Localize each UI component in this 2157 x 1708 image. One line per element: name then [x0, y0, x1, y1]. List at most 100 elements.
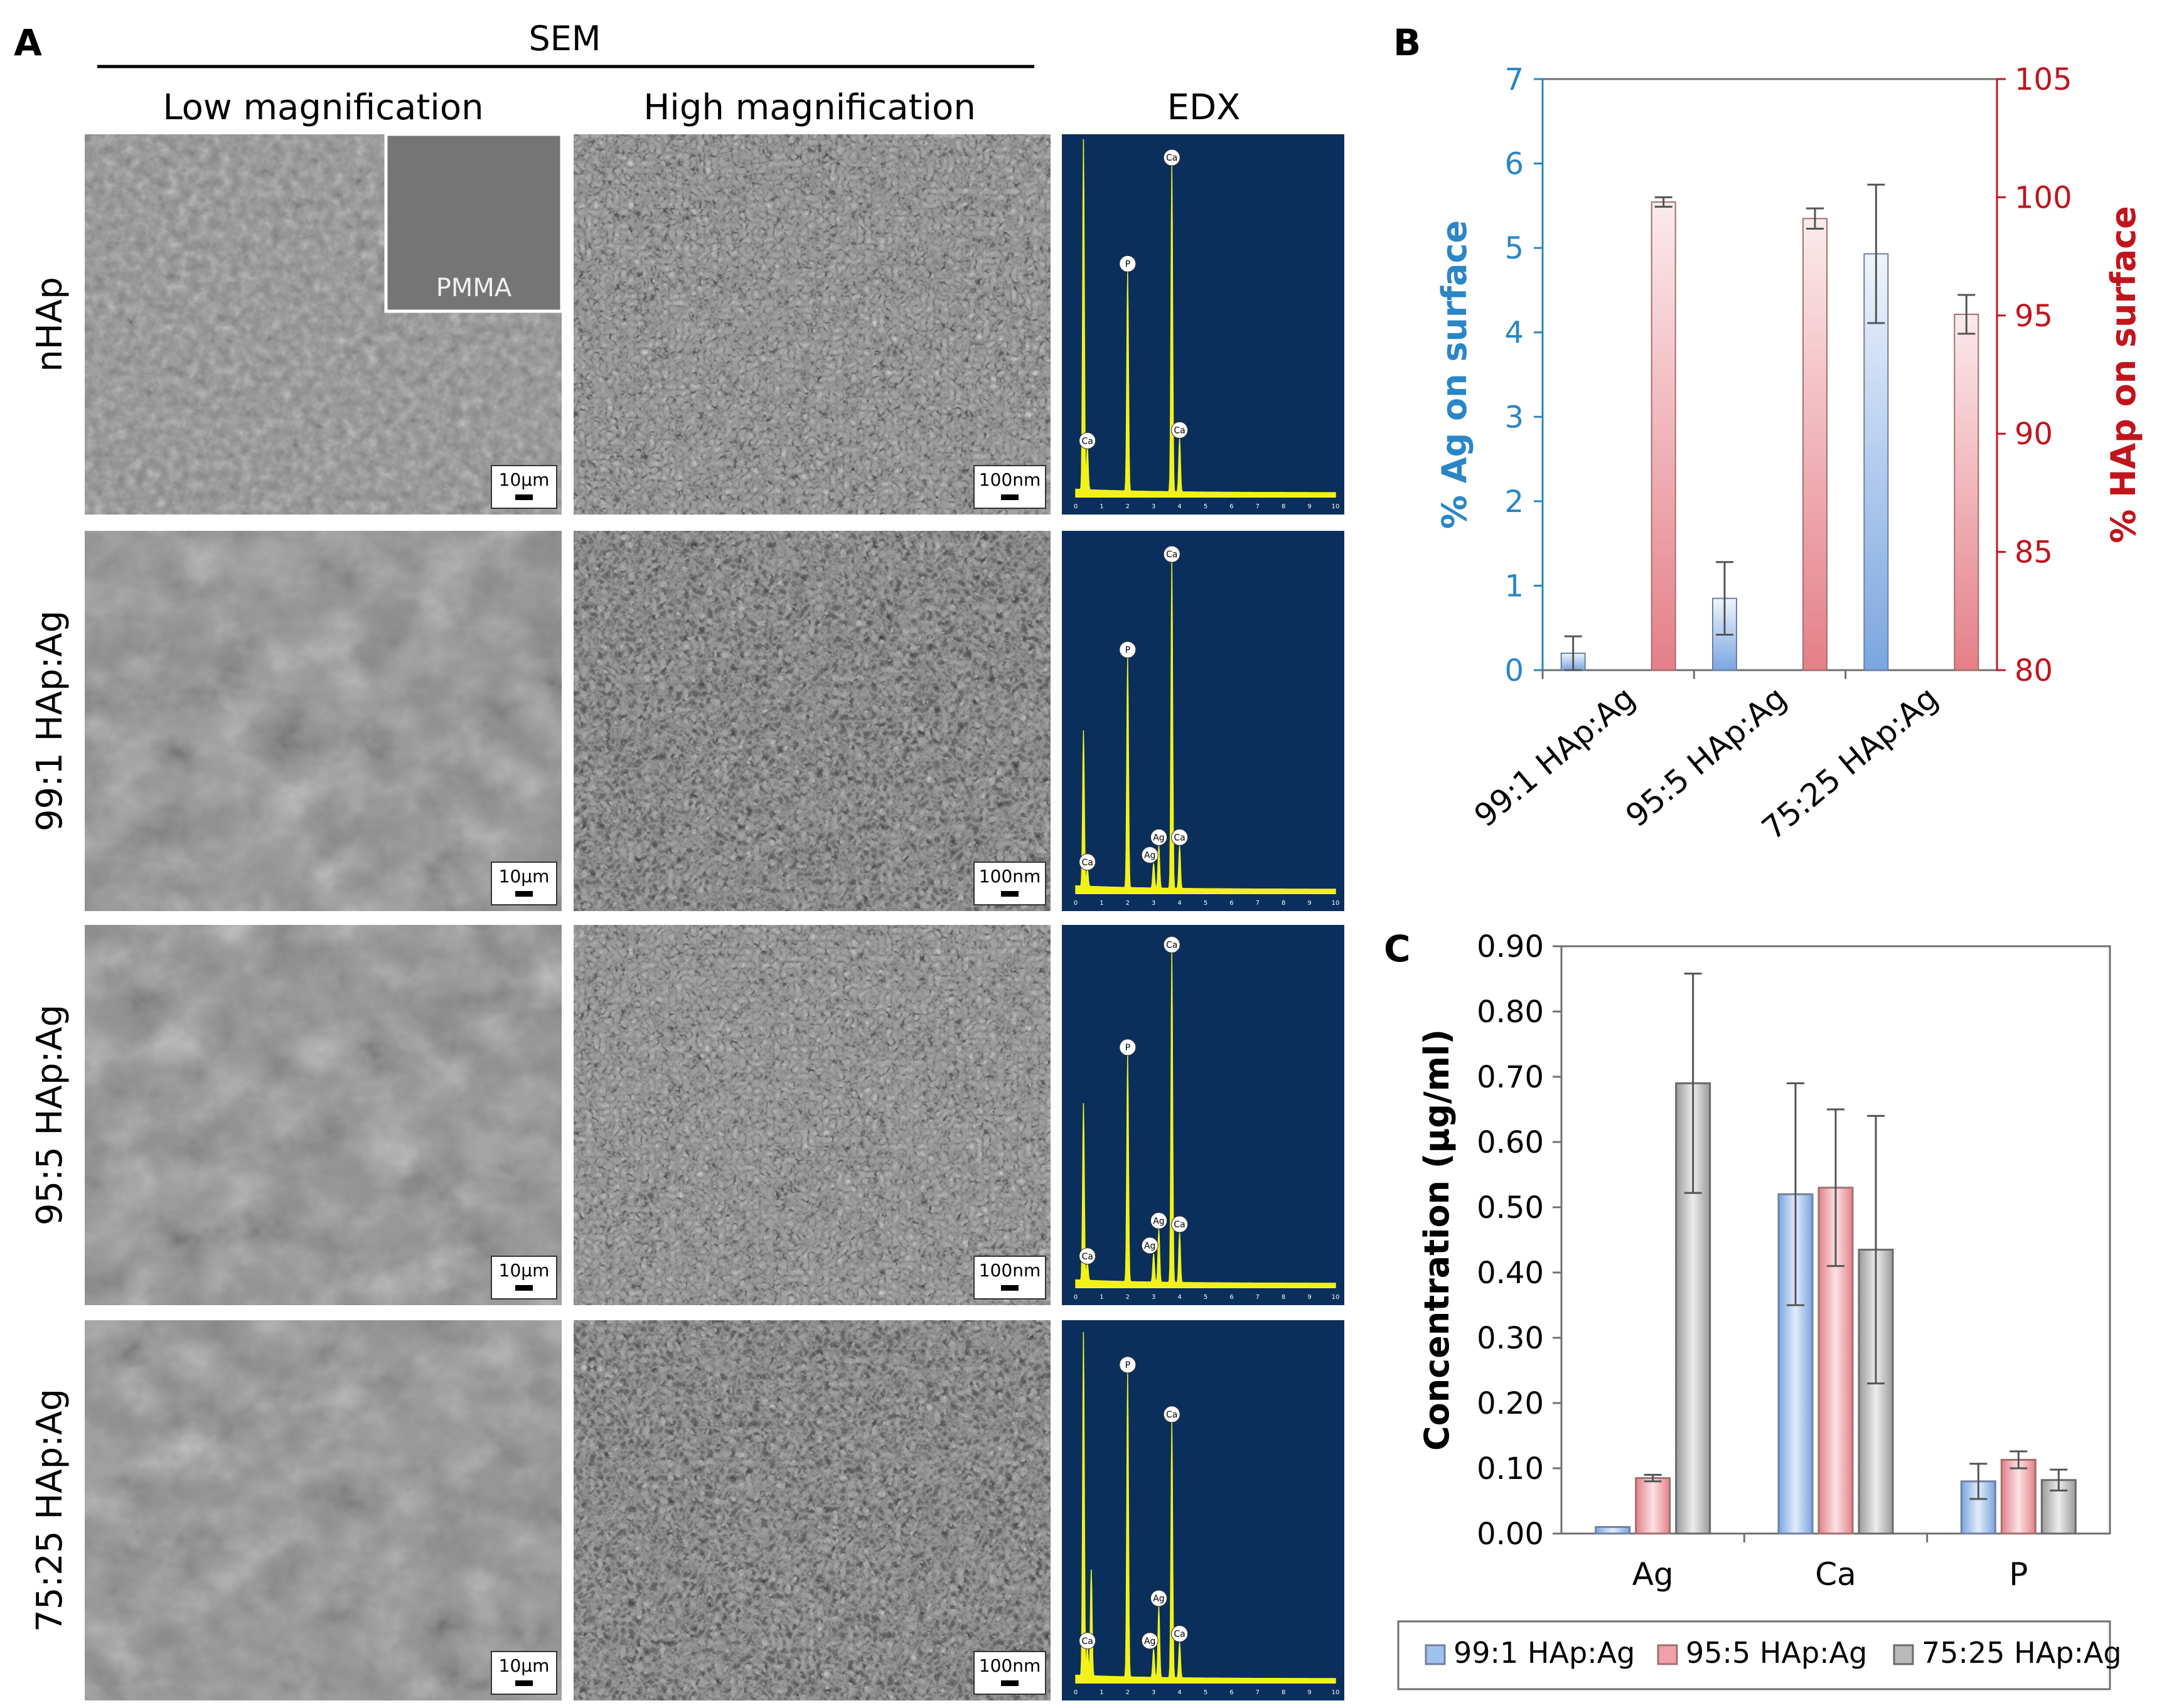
y-tick-label: 0.80	[1477, 995, 1544, 1030]
y-tick-label: 0.50	[1477, 1190, 1544, 1225]
edx-tick-label: 7	[1256, 1689, 1260, 1696]
edx-tick-label: 6	[1229, 1294, 1233, 1301]
edx-peak-label: Ca	[1166, 153, 1177, 163]
edx-tick-label: 6	[1229, 503, 1233, 510]
edx-tick-label: 6	[1229, 1689, 1233, 1696]
bar-hap-surface	[1651, 201, 1676, 671]
y-tick-label: 0.00	[1477, 1517, 1544, 1552]
scalebar-label: 100nm	[979, 866, 1041, 887]
legend-label: 75:25 HAp:Ag	[1922, 1636, 2122, 1670]
left-tick-label: 3	[1504, 400, 1524, 435]
sem-high-mag-texture	[574, 531, 1051, 911]
edx-peak-marker	[1079, 1247, 1096, 1265]
edx-peak-marker	[1150, 828, 1167, 846]
edx-peak-label: Ca	[1081, 1252, 1093, 1262]
edx-peak-label: Ca	[1081, 858, 1093, 868]
edx-peak-marker	[1171, 421, 1189, 439]
scalebar-box	[973, 1651, 1046, 1695]
edx-peak-marker	[1171, 1215, 1189, 1233]
sem-high-mag-texture	[574, 134, 1051, 515]
edx-tick-label: 3	[1152, 1689, 1155, 1696]
edx-peak-marker	[1141, 1237, 1159, 1254]
bar-concentration	[1595, 1526, 1631, 1535]
edx-peak-marker	[1079, 853, 1096, 871]
edx-peak-marker	[1141, 1632, 1159, 1650]
x-category-label: Ag	[1632, 1556, 1674, 1593]
left-tick-label: 0	[1504, 653, 1524, 688]
edx-tick-label: 4	[1177, 503, 1181, 510]
edx-tick-label: 10	[1332, 1294, 1340, 1301]
sem-low-mag-texture	[85, 1320, 562, 1700]
y-tick-label: 0.10	[1477, 1451, 1544, 1486]
scalebar-label: 100nm	[979, 1260, 1041, 1281]
x-category-label: P	[2009, 1556, 2028, 1593]
edx-peak-marker	[1079, 1632, 1096, 1650]
edx-trace	[1075, 139, 1336, 498]
left-tick-label: 4	[1504, 316, 1524, 351]
scalebar-label: 10μm	[499, 866, 550, 887]
edx-tick-label: 10	[1332, 900, 1340, 907]
edx-tick-label: 4	[1177, 1294, 1181, 1301]
edx-peak-label: Ca	[1166, 1410, 1177, 1420]
edx-peak-marker	[1163, 149, 1180, 166]
bar-concentration	[1960, 1480, 1996, 1535]
edx-peak-label: Ca	[1166, 550, 1177, 560]
scalebar-label: 100nm	[979, 469, 1041, 490]
edx-peak-marker	[1119, 1356, 1137, 1374]
edx-tick-label: 1	[1100, 1689, 1103, 1696]
x-category-label: Ca	[1815, 1556, 1856, 1593]
edx-tick-label: 5	[1204, 1294, 1207, 1301]
edx-tick-label: 10	[1332, 503, 1340, 510]
edx-tick-label: 2	[1126, 503, 1130, 510]
right-axis-title: % HAp on surface	[2104, 206, 2143, 543]
scalebar-bar	[515, 494, 533, 500]
right-tick-label: 90	[2015, 417, 2053, 452]
scalebar-bar	[515, 1680, 533, 1686]
edx-tick-label: 3	[1152, 503, 1155, 510]
edx-peak-label: Ag	[1144, 1241, 1155, 1251]
panel-b-label: B	[1393, 21, 1421, 64]
edx-tick-label: 9	[1307, 1689, 1311, 1696]
edx-peak-marker	[1163, 1406, 1180, 1423]
edx-tick-label: 6	[1229, 900, 1233, 907]
edx-peak-marker	[1171, 828, 1189, 846]
col-header-low-mag: Low magnification	[163, 87, 483, 128]
pmma-inset	[384, 132, 564, 313]
edx-tick-label: 1	[1100, 900, 1103, 907]
bar-concentration	[2040, 1479, 2077, 1535]
edx-peak-label: Ca	[1174, 425, 1185, 435]
legend-swatch	[1893, 1644, 1914, 1665]
edx-peak-marker	[1141, 846, 1159, 864]
col-header-high-mag: High magnification	[643, 87, 976, 128]
scalebar-box	[491, 862, 557, 905]
edx-tick-label: 7	[1256, 503, 1260, 510]
edx-peak-label: P	[1125, 645, 1130, 655]
edx-tick-label: 3	[1152, 1294, 1155, 1301]
scalebar-box	[491, 465, 557, 509]
y-tick-label: 0.70	[1477, 1060, 1544, 1095]
edx-tick-label: 4	[1177, 1689, 1181, 1696]
panel-a-label: A	[14, 21, 42, 64]
edx-peak-marker	[1163, 545, 1180, 563]
y-tick-label: 0.40	[1477, 1256, 1544, 1291]
right-tick-label: 95	[2015, 299, 2053, 334]
scalebar-bar	[1001, 494, 1019, 500]
x-category-label: 99:1 HAp:Ag	[1467, 680, 1642, 835]
y-tick-label: 0.60	[1477, 1125, 1544, 1160]
bar-concentration	[2000, 1458, 2037, 1535]
legend-swatch	[1425, 1644, 1446, 1665]
left-tick-label: 7	[1504, 62, 1524, 97]
scalebar-box	[491, 1256, 557, 1300]
edx-tick-label: 8	[1282, 1294, 1285, 1301]
left-tick-label: 1	[1504, 568, 1524, 604]
legend-swatch	[1657, 1644, 1678, 1665]
left-axis-title: % Ag on surface	[1435, 220, 1474, 529]
edx-tick-label: 8	[1282, 1689, 1285, 1696]
scalebar-label: 10μm	[499, 469, 550, 490]
edx-tick-label: 5	[1204, 900, 1207, 907]
edx-peak-label: Ag	[1153, 1216, 1164, 1226]
edx-spectrum-bg	[1062, 531, 1344, 911]
scalebar-box	[973, 862, 1046, 905]
bar-hap-surface	[1802, 218, 1828, 671]
